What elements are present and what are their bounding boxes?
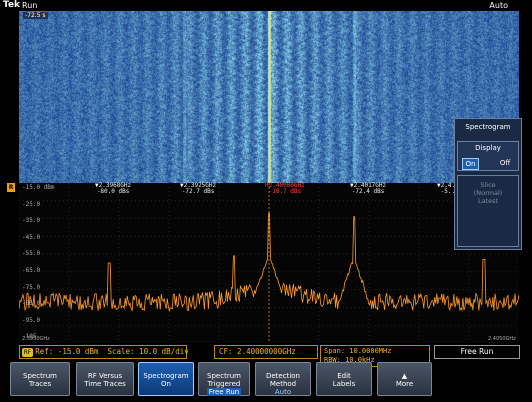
y-tick-label: -105 (22, 333, 37, 341)
button-label: Detection (265, 372, 300, 380)
marker-freq: 2.3968GHz (98, 182, 132, 189)
display-toggle-group[interactable]: Display On Off (457, 141, 519, 171)
run-status: Run (22, 1, 38, 10)
marker-level: -18.7 dBs (268, 188, 302, 195)
display-off-button[interactable]: Off (499, 159, 511, 167)
y-tick-label: -85.0 (22, 300, 41, 308)
slice-line-3: Latest (477, 197, 499, 205)
side-menu-title: Spectrogram (465, 123, 511, 131)
button-label: Traces (28, 380, 52, 388)
menu-button-detection-method[interactable]: Detection Method Auto (255, 362, 311, 396)
button-label: Triggered (207, 380, 241, 388)
marker-level: -80.0 dBs (96, 188, 130, 195)
spectrogram-time-label: -72.5 s (23, 12, 48, 19)
y-tick-label: -75.0 (22, 283, 41, 291)
span-readout: Span: 10.0000MHz (324, 347, 392, 355)
scale-readout: Scale: 10.0 dB/div (107, 347, 189, 356)
button-label: Edit (337, 372, 351, 380)
button-value: Free Run (206, 388, 242, 396)
button-label: Time Traces (84, 380, 126, 388)
rbw-readout: RBW: 10.0kHz (324, 356, 375, 364)
y-tick-label: -35.0 (22, 217, 41, 225)
marker-triangle-icon: ▼ (437, 182, 441, 189)
stop-frequency: 2.4050GHz (488, 336, 516, 342)
top-bar: Tek Run Auto (0, 0, 532, 12)
marker-triangle-icon: R (265, 182, 269, 189)
graticule-grid (19, 183, 519, 343)
marker-readout[interactable]: ▼2.4... -5... (437, 183, 462, 195)
button-value: Auto (274, 388, 292, 396)
tek-logo: Tek (3, 0, 21, 10)
marker-triangle-icon: ▼ (95, 182, 99, 189)
ref-level: Ref: -15.0 dBm (35, 347, 99, 356)
button-label: Spectrum (207, 372, 241, 380)
channel-marker-icon: R (7, 183, 15, 192)
button-label: RF Versus (87, 372, 123, 380)
marker-readout[interactable]: ▼2.3968GHz -80.0 dBs (95, 183, 131, 195)
marker-freq: 2.4... (440, 182, 463, 189)
button-label: More (395, 380, 414, 388)
button-label: ▲ (401, 372, 408, 380)
menu-button-rf-versus-time-traces[interactable]: RF Versus Time Traces (76, 362, 134, 396)
button-label: Spectrum (23, 372, 57, 380)
free-run-indicator: Free Run (434, 345, 520, 359)
reference-level-readout[interactable]: RF Ref: -15.0 dBm Scale: 10.0 dB/div (19, 345, 189, 359)
marker-level: -72.7 dBs (181, 188, 215, 195)
start-frequency: 2.3950GHz (22, 336, 50, 342)
span-rbw-readout[interactable]: Span: 10.0000MHz RBW: 10.0kHz (320, 345, 430, 367)
marker-readout[interactable]: ▼2.3925GHz -72.7 dBs (180, 183, 216, 195)
display-label: Display (475, 144, 501, 152)
y-tick-label: -55.0 (22, 250, 41, 258)
button-label: Spectrogram (143, 372, 189, 380)
slice-line-1: Slice (480, 181, 496, 189)
button-label: Labels (332, 380, 356, 388)
slice-line-2: (Normal) (473, 189, 503, 197)
button-value: On (161, 380, 171, 388)
spectrum-trace (19, 212, 519, 313)
menu-button-edit-labels[interactable]: Edit Labels (316, 362, 372, 396)
slice-button[interactable]: Slice (Normal) Latest (457, 175, 519, 247)
marker-freq: 2.3925GHz (183, 182, 217, 189)
menu-button-spectrum-triggered[interactable]: Spectrum Triggered Free Run (198, 362, 250, 396)
rf-badge: RF (22, 348, 34, 357)
display-on-button[interactable]: On (462, 158, 479, 170)
marker-freq: 2.4017GHz (353, 182, 387, 189)
spectrum-plot (19, 183, 519, 343)
marker-level: -72.4 dBs (351, 188, 385, 195)
y-tick-label: -65.0 (22, 267, 41, 274)
y-tick-label: -45.0 (22, 233, 41, 241)
marker-readout[interactable]: ▼2.4017GHz -72.4 dBs (350, 183, 386, 195)
trigger-mode: Auto (489, 1, 508, 10)
center-frequency-readout[interactable]: CF: 2.40000000GHz (214, 345, 318, 359)
spectrogram-side-menu: Spectrogram Display On Off Slice (Normal… (454, 118, 522, 250)
button-label: Method (269, 380, 297, 388)
marker-triangle-icon: ▼ (180, 182, 184, 189)
marker-freq: 2.40000GHz (268, 182, 305, 189)
y-tick-label: -25.0 (22, 200, 41, 208)
marker-triangle-icon: ▼ (350, 182, 354, 189)
menu-button-more[interactable]: ▲ More (377, 362, 432, 396)
y-tick-label: -15.0 dBm (22, 184, 55, 191)
menu-button-spectrum-traces[interactable]: Spectrum Traces (10, 362, 70, 396)
menu-button-spectrogram[interactable]: Spectrogram On (138, 362, 194, 396)
spectrogram-display (19, 11, 519, 183)
marker-level: -5... (440, 188, 459, 195)
y-tick-label: -95.0 (22, 316, 41, 324)
reference-marker[interactable]: R2.40000GHz -18.7 dBs (265, 183, 305, 195)
